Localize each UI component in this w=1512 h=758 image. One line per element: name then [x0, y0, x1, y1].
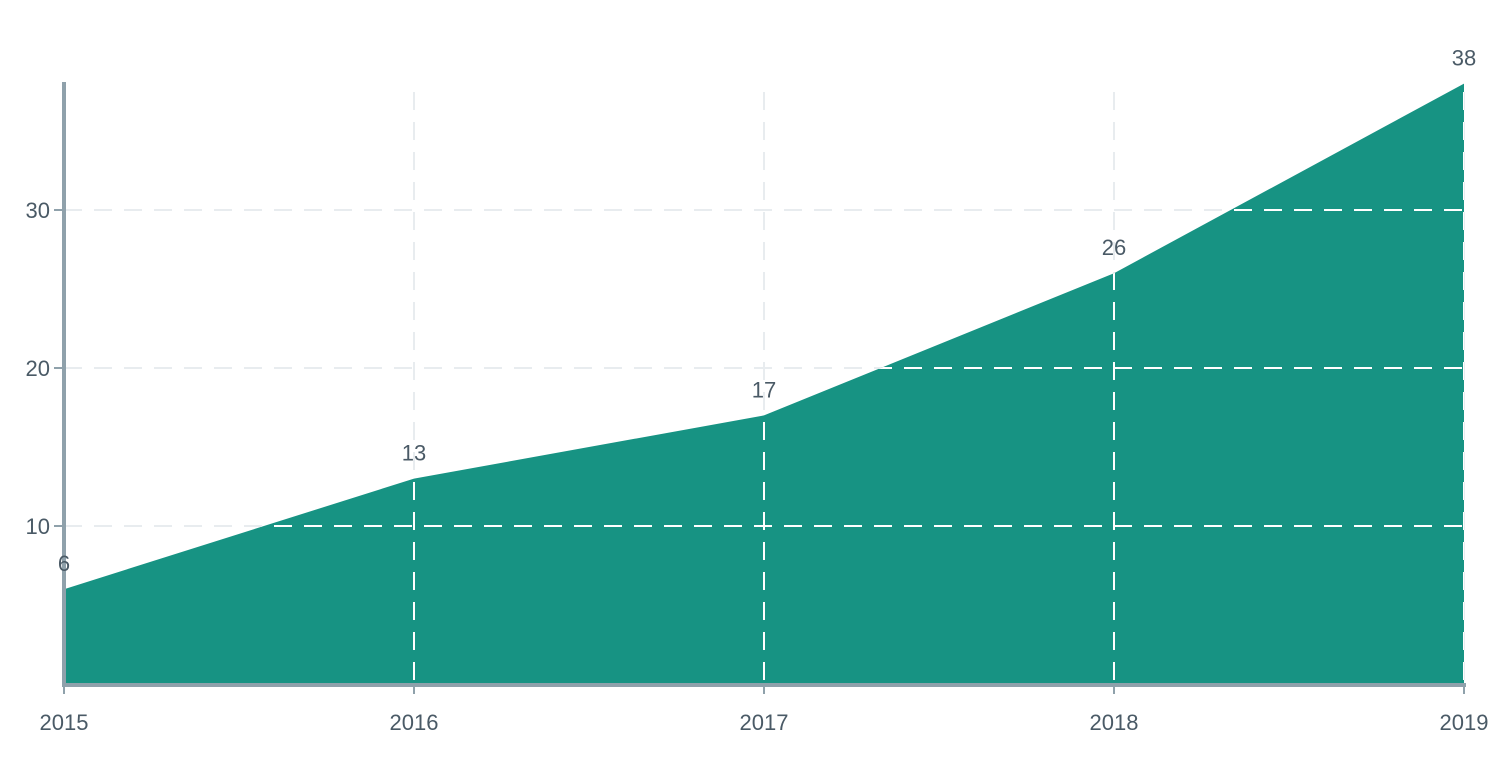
data-label: 38: [1452, 46, 1476, 71]
y-tick-label: 10: [26, 514, 50, 539]
data-label: 13: [402, 441, 426, 466]
x-tick-label: 2016: [390, 710, 439, 735]
y-tick-label: 20: [26, 356, 50, 381]
y-tick-label: 30: [26, 198, 50, 223]
x-tick-label: 2018: [1090, 710, 1139, 735]
x-axis-ticks: 2015 2016 2017 2018 2019: [40, 684, 1489, 735]
x-tick-label: 2019: [1440, 710, 1489, 735]
y-axis-ticks: 10 20 30: [26, 198, 64, 539]
area-series: [64, 83, 1464, 685]
data-labels: 6 13 17 26 38: [58, 46, 1476, 577]
x-tick-label: 2017: [740, 710, 789, 735]
data-label: 17: [752, 377, 776, 402]
data-label: 6: [58, 551, 70, 576]
x-tick-label: 2015: [40, 710, 89, 735]
data-label: 26: [1102, 235, 1126, 260]
